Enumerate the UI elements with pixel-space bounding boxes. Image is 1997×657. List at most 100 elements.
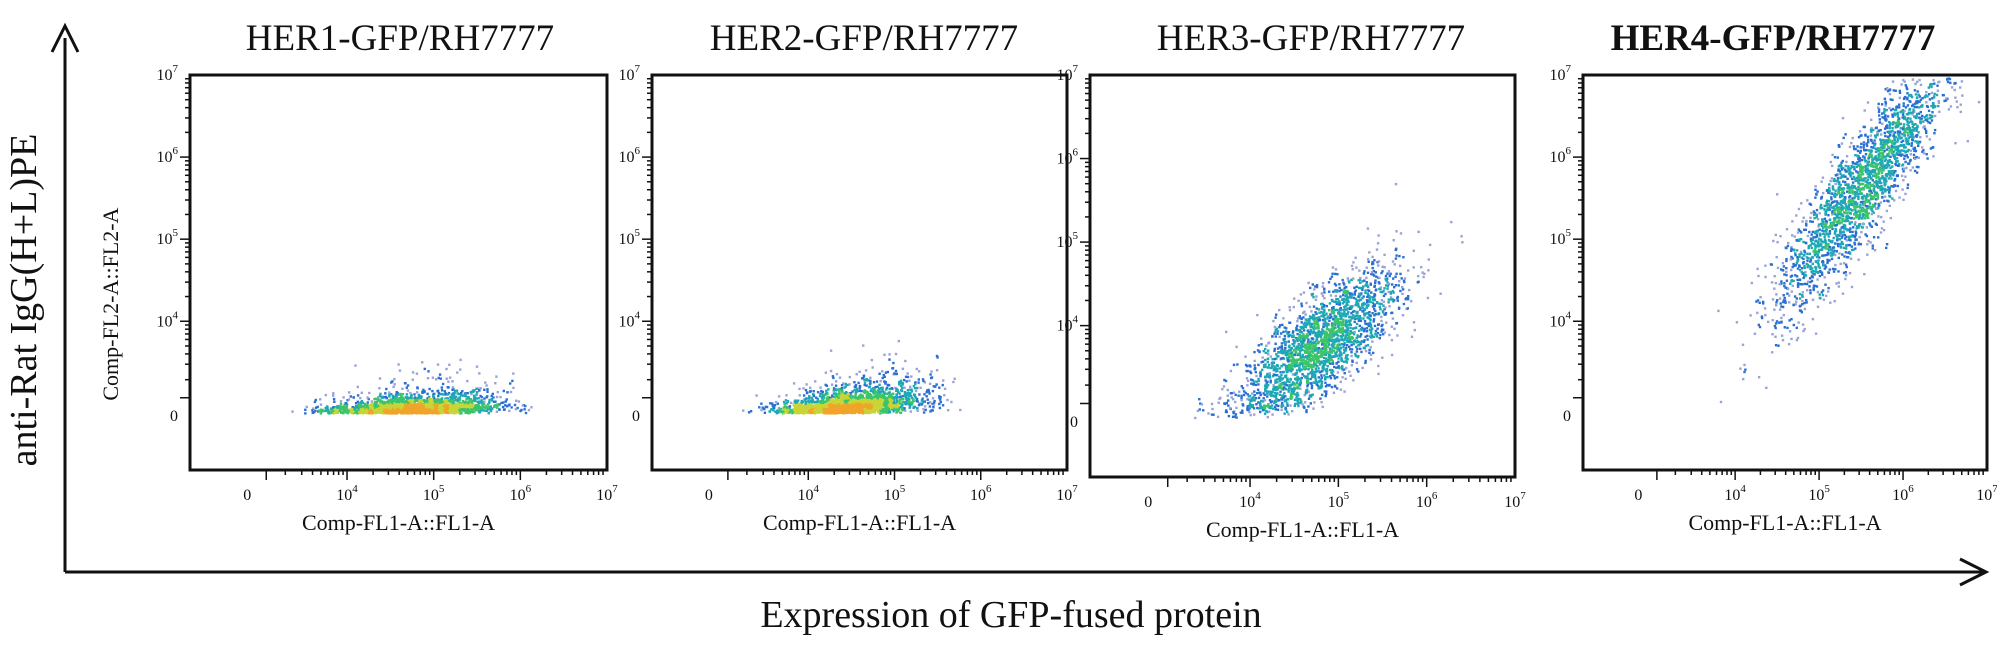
scatter-point	[868, 385, 871, 388]
scatter-point	[764, 405, 767, 409]
scatter-point	[787, 407, 790, 410]
scatter-point	[428, 399, 431, 402]
scatter-point	[788, 409, 792, 412]
scatter-point	[389, 399, 392, 403]
scatter-point	[895, 387, 898, 391]
scatter-point	[467, 409, 470, 413]
scatter-point	[1410, 300, 1413, 303]
x-axis-label: Comp-FL1-A::FL1-A	[763, 510, 956, 535]
scatter-point	[418, 399, 422, 402]
scatter-point	[428, 387, 431, 391]
scatter-point	[304, 408, 307, 411]
scatter-point	[897, 405, 900, 408]
scatter-point	[827, 403, 830, 406]
scatter-point	[854, 383, 858, 387]
scatter-point	[795, 404, 798, 407]
scatter-point	[450, 397, 453, 400]
scatter-point	[399, 393, 402, 397]
scatter-point	[830, 383, 834, 386]
scatter-point	[1302, 329, 1306, 332]
scatter-point	[441, 410, 444, 413]
scatter-point	[1348, 321, 1351, 324]
scatter-point	[386, 403, 389, 406]
scatter-point	[486, 403, 490, 406]
scatter-point	[1305, 301, 1308, 305]
scatter-point	[1364, 335, 1367, 338]
scatter-point	[805, 400, 808, 404]
scatter-point	[493, 405, 496, 409]
scatter-point	[395, 407, 398, 410]
scatter-point	[819, 386, 822, 389]
scatter-point	[371, 407, 375, 410]
scatter-point	[799, 407, 803, 410]
scatter-point	[479, 410, 482, 413]
scatter-point	[477, 397, 480, 400]
scatter-point	[800, 409, 804, 412]
scatter-point	[888, 358, 891, 361]
scatter-point	[451, 380, 454, 383]
scatter-point	[819, 403, 822, 407]
scatter-point	[353, 407, 356, 410]
scatter-point	[869, 376, 872, 379]
scatter-point	[395, 395, 398, 398]
scatter-point	[1349, 374, 1352, 377]
scatter-point	[1313, 401, 1316, 404]
scatter-point	[808, 403, 812, 407]
scatter-point	[404, 400, 408, 403]
scatter-point	[1367, 293, 1370, 296]
x-tick-label: 106	[510, 483, 532, 504]
scatter-point	[474, 399, 477, 403]
scatter-point	[1304, 318, 1307, 321]
scatter-point	[1264, 385, 1267, 388]
scatter-point	[416, 386, 419, 389]
scatter-point	[870, 388, 873, 391]
scatter-point	[366, 396, 369, 399]
scatter-point	[923, 381, 926, 384]
y-tick-label: 107	[157, 63, 179, 84]
scatter-point	[1246, 379, 1250, 383]
scatter-point	[829, 396, 832, 399]
scatter-point	[792, 410, 795, 413]
scatter-point	[421, 391, 424, 394]
scatter-point	[863, 408, 867, 411]
scatter-point	[461, 404, 465, 407]
scatter-point	[368, 411, 371, 414]
scatter-point	[1293, 386, 1296, 389]
scatter-point	[406, 410, 409, 413]
scatter-point	[407, 411, 411, 414]
scatter-point	[841, 403, 844, 406]
scatter-point	[1300, 304, 1304, 308]
scatter-point	[874, 406, 878, 409]
scatter-point	[823, 411, 827, 414]
scatter-point	[852, 408, 855, 412]
scatter-point	[747, 411, 751, 414]
scatter-point	[513, 403, 517, 407]
scatter-point	[1392, 277, 1395, 280]
scatter-point	[517, 400, 521, 403]
scatter-point	[1288, 359, 1291, 363]
scatter-point	[398, 404, 402, 408]
scatter-point	[324, 409, 327, 413]
scatter-point	[776, 409, 779, 412]
scatter-point	[1259, 375, 1262, 378]
scatter-point	[1302, 333, 1305, 336]
scatter-point	[327, 410, 330, 413]
scatter-point	[841, 389, 844, 392]
scatter-point	[433, 398, 436, 401]
scatter-point	[872, 395, 875, 398]
scatter-point	[330, 408, 333, 411]
scatter-point	[395, 405, 399, 408]
scatter-point	[1279, 371, 1282, 374]
scatter-point	[869, 407, 872, 410]
scatter-point	[453, 408, 456, 411]
scatter-point	[393, 399, 396, 403]
scatter-point	[411, 397, 415, 400]
scatter-point	[796, 404, 800, 408]
scatter-point	[455, 406, 459, 409]
scatter-point	[796, 407, 799, 411]
scatter-point	[798, 387, 801, 391]
scatter-point	[812, 407, 815, 411]
scatter-point	[827, 411, 831, 414]
scatter-point	[462, 394, 465, 397]
scatter-point	[409, 398, 412, 402]
